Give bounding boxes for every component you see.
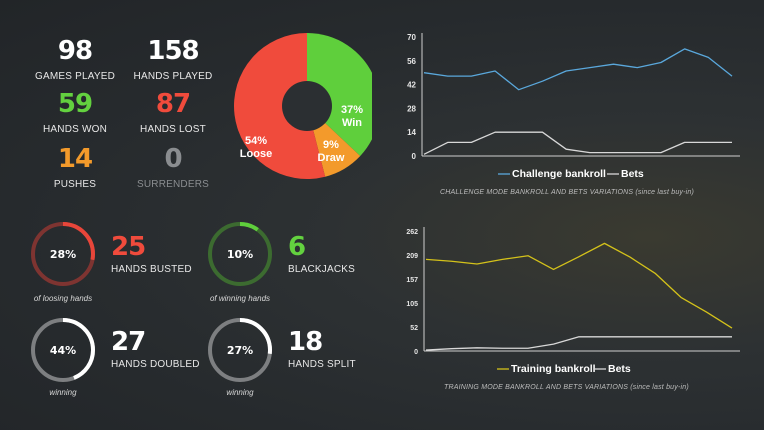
draw-percent-label: 9% bbox=[323, 139, 339, 151]
blackjacks-ring-gauge: 10% bbox=[207, 221, 273, 287]
split-percent: 27% bbox=[226, 343, 254, 357]
hands-lost-stat: 87 HANDS LOST bbox=[118, 90, 228, 135]
hands-lost-value: 87 bbox=[155, 89, 191, 119]
split-caption: winning bbox=[226, 388, 254, 397]
surrenders-label: SURRENDERS bbox=[136, 179, 209, 190]
hands-played-stat: 158 HANDS PLAYED bbox=[118, 37, 228, 82]
legend-label: Bets bbox=[621, 168, 644, 180]
busted-percent: 28% bbox=[49, 247, 77, 261]
doubled-caption: winning bbox=[49, 388, 77, 397]
y-tick-label: 0 bbox=[414, 349, 418, 356]
win-percent-label: 37% bbox=[341, 104, 363, 116]
hands-won-stat: 59 HANDS WON bbox=[20, 90, 130, 135]
y-tick-label: 262 bbox=[406, 229, 418, 236]
challenge-chart-caption: CHALLENGE MODE BANKROLL AND BETS VARIATI… bbox=[440, 189, 695, 196]
y-tick-label: 70 bbox=[407, 33, 416, 42]
legend-label: Bets bbox=[608, 363, 631, 375]
bets-series-line bbox=[425, 336, 732, 351]
y-tick-label: 157 bbox=[406, 277, 418, 284]
loose-slice bbox=[234, 32, 326, 179]
games-played-value: 98 bbox=[57, 36, 93, 66]
y-tick-label: 52 bbox=[410, 325, 418, 332]
y-tick-label: 28 bbox=[407, 104, 416, 113]
games-played-label: GAMES PLAYED bbox=[34, 71, 116, 82]
blackjacks-percent: 10% bbox=[226, 247, 254, 261]
busted-ring-gauge: 28% bbox=[30, 221, 96, 287]
surrenders-value: 0 bbox=[164, 144, 182, 174]
ring-progress-arc bbox=[31, 222, 95, 286]
win-name-label: Win bbox=[342, 117, 362, 129]
bets-series-line bbox=[423, 131, 732, 155]
challenge-line-chart: 70 56 42 28 14 0 Challenge bankroll Bets bbox=[407, 33, 740, 180]
pushes-value: 14 bbox=[57, 144, 93, 174]
split-ring-gauge: 27% bbox=[207, 317, 273, 383]
training-line-chart: 262 209 157 105 52 0 Training bankroll Bets bbox=[406, 227, 740, 375]
blackjacks-label: BLACKJACKS bbox=[288, 264, 356, 275]
surrenders-stat: 0 SURRENDERS bbox=[118, 145, 228, 190]
pushes-stat: 14 PUSHES bbox=[20, 145, 130, 190]
hands-busted-label: HANDS BUSTED bbox=[111, 264, 192, 275]
hands-won-value: 59 bbox=[57, 89, 93, 119]
ring-progress-arc bbox=[208, 318, 272, 382]
doubled-ring-gauge: 44% bbox=[30, 317, 96, 383]
blackjacks-caption: of winning hands bbox=[209, 294, 271, 303]
legend-label: Challenge bankroll bbox=[512, 168, 606, 180]
pushes-label: PUSHES bbox=[53, 179, 97, 190]
hands-doubled-value: 27 bbox=[111, 327, 146, 357]
hands-lost-label: HANDS LOST bbox=[140, 124, 206, 135]
draw-name-label: Draw bbox=[318, 152, 345, 164]
training-chart-caption: TRAINING MODE BANKROLL AND BETS VARIATIO… bbox=[444, 384, 689, 391]
loose-percent-label: 54% bbox=[245, 135, 267, 147]
y-tick-label: 0 bbox=[412, 152, 417, 161]
y-tick-label: 105 bbox=[406, 301, 418, 308]
busted-caption: of loosing hands bbox=[33, 294, 93, 303]
outcome-donut-chart: 37% Win 9% Draw 54% Loose bbox=[234, 32, 372, 179]
hands-played-value: 158 bbox=[147, 36, 199, 66]
hands-won-label: HANDS WON bbox=[42, 124, 108, 135]
doubled-percent: 44% bbox=[49, 343, 77, 357]
bankroll-series-line bbox=[425, 242, 733, 329]
y-tick-label: 56 bbox=[407, 57, 416, 66]
games-played-stat: 98 GAMES PLAYED bbox=[20, 37, 130, 82]
y-tick-label: 209 bbox=[406, 253, 418, 260]
y-tick-label: 14 bbox=[407, 128, 416, 137]
hands-busted-value: 25 bbox=[111, 232, 146, 262]
hands-doubled-label: HANDS DOUBLED bbox=[111, 359, 200, 370]
bankroll-series-line bbox=[423, 48, 733, 91]
legend-label: Training bankroll bbox=[511, 363, 596, 375]
hands-played-label: HANDS PLAYED bbox=[133, 71, 213, 82]
loose-name-label: Loose bbox=[240, 148, 272, 160]
hands-split-value: 18 bbox=[288, 327, 323, 357]
ring-progress-arc bbox=[31, 318, 95, 382]
ring-progress-arc bbox=[208, 222, 272, 286]
blackjacks-value: 6 bbox=[288, 232, 306, 262]
win-slice bbox=[307, 33, 372, 156]
y-tick-label: 42 bbox=[407, 81, 416, 90]
donut-hole bbox=[282, 81, 332, 131]
hands-split-label: HANDS SPLIT bbox=[288, 359, 356, 370]
